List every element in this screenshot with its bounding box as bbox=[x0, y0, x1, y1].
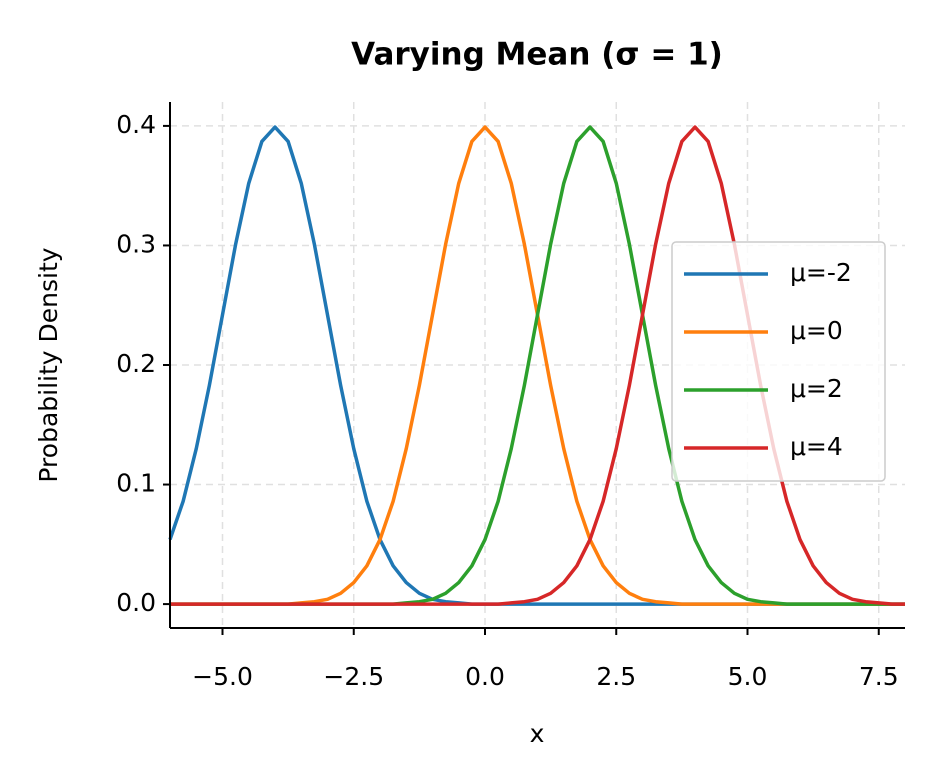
chart-title: Varying Mean (σ = 1) bbox=[351, 37, 723, 73]
legend-box bbox=[671, 241, 886, 482]
legend-label: μ=-2 bbox=[790, 258, 852, 287]
legend-label: μ=2 bbox=[790, 374, 843, 403]
series-line bbox=[170, 125, 905, 606]
x-axis-label: x bbox=[530, 719, 545, 748]
x-tick-label: 0.0 bbox=[465, 662, 505, 691]
x-tick-label: 2.5 bbox=[596, 662, 636, 691]
legend-label: μ=0 bbox=[790, 316, 843, 345]
x-tick-label: −5.0 bbox=[192, 662, 253, 691]
x-tick-label: −2.5 bbox=[323, 662, 384, 691]
legend-label: μ=4 bbox=[790, 432, 843, 461]
y-tick-label: 0.2 bbox=[116, 349, 156, 378]
lines bbox=[168, 125, 905, 606]
y-tick-label: 0.3 bbox=[116, 229, 156, 258]
x-tick-label: 7.5 bbox=[859, 662, 899, 691]
y-tick-label: 0.4 bbox=[116, 110, 156, 139]
x-tick-label: 5.0 bbox=[728, 662, 768, 691]
y-tick-label: 0.0 bbox=[116, 588, 156, 617]
legend: μ=-2 μ=0 μ=2 μ=4 bbox=[671, 241, 886, 482]
y-axis-label: Probability Density bbox=[34, 247, 63, 482]
y-tick-label: 0.1 bbox=[116, 469, 156, 498]
